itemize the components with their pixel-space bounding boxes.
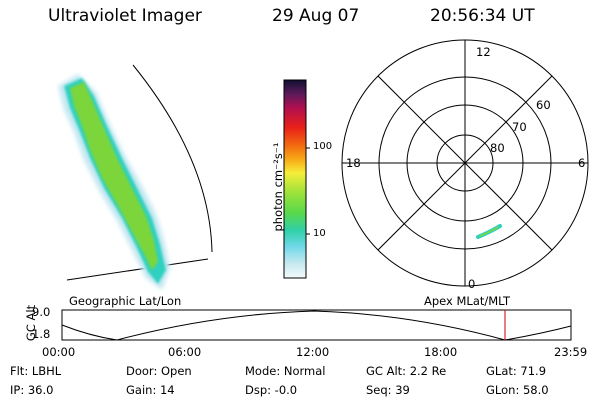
polar-ring-outer <box>341 39 589 287</box>
altitude-strip-frame <box>61 309 572 341</box>
colorbar-tick-10: 10 <box>313 228 326 239</box>
mlat-label-60: 60 <box>536 98 551 112</box>
mlat-label-70: 70 <box>512 120 527 134</box>
gc-alt-field: GC Alt: 2.2 Re <box>366 364 447 378</box>
terminator-line <box>66 258 209 281</box>
colorbar-gradient <box>283 79 307 279</box>
time-tick-0000: 00:00 <box>42 345 76 359</box>
time-tick-1800: 18:00 <box>424 345 458 359</box>
polar-ring-60 <box>378 76 552 250</box>
mlt-label-12: 12 <box>476 45 491 59</box>
ip-field: IP: 36.0 <box>10 383 54 397</box>
date-label: 29 Aug 07 <box>272 6 360 26</box>
mlat-label-80: 80 <box>490 141 505 155</box>
polar-aurora-arc <box>476 224 502 239</box>
mlt-label-0: 0 <box>468 277 476 291</box>
mode-field: Mode: Normal <box>245 364 326 378</box>
time-label: 20:56:34 UT <box>430 6 535 26</box>
colorbar-axis-label: photon cm⁻²s⁻¹ <box>271 142 285 232</box>
filter-field: Flt: LBHL <box>10 364 62 378</box>
colorbar-tick-100: 100 <box>313 141 333 152</box>
polar-diagonal-1 <box>377 75 553 251</box>
time-tick-2359: 23:59 <box>554 345 588 359</box>
gain-field: Gain: 14 <box>126 383 175 397</box>
glon-field: GLon: 58.0 <box>486 383 549 397</box>
mlt-label-6: 6 <box>578 156 586 170</box>
polar-ring-70 <box>406 104 524 222</box>
altitude-trace <box>61 310 572 341</box>
instrument-title: Ultraviolet Imager <box>48 6 202 26</box>
altitude-tick-max: 9.0 <box>32 305 51 319</box>
apex-panel-label: Apex MLat/MLT <box>424 294 511 308</box>
door-field: Door: Open <box>126 364 192 378</box>
earth-limb-arc <box>132 64 213 253</box>
mlt-label-18: 18 <box>346 156 361 170</box>
seq-field: Seq: 39 <box>366 383 410 397</box>
glat-field: GLat: 71.9 <box>486 364 547 378</box>
polar-ring-80 <box>436 134 494 192</box>
polar-diagonal-2 <box>377 75 553 251</box>
time-tick-1200: 12:00 <box>296 345 330 359</box>
altitude-tick-min: 1.8 <box>32 327 51 341</box>
aurora-oval-image <box>58 74 170 290</box>
dsp-field: Dsp: -0.0 <box>245 383 298 397</box>
geographic-panel-label: Geographic Lat/Lon <box>69 294 182 308</box>
time-tick-0600: 06:00 <box>168 345 202 359</box>
